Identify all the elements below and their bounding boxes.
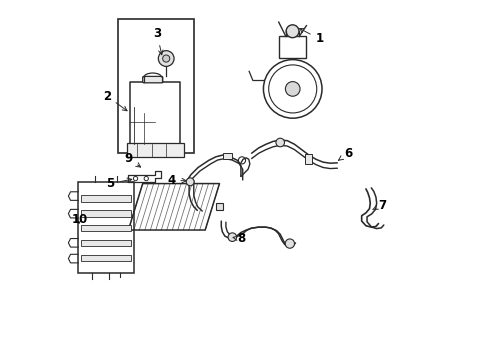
Bar: [118, 19, 194, 153]
Bar: [81, 225, 131, 231]
Text: 10: 10: [71, 213, 87, 226]
Circle shape: [158, 51, 174, 66]
Circle shape: [285, 82, 300, 96]
Bar: [279, 36, 305, 58]
Bar: [81, 255, 131, 261]
Bar: [305, 154, 311, 164]
Text: 6: 6: [338, 147, 351, 160]
Text: 3: 3: [153, 27, 163, 55]
Circle shape: [285, 25, 298, 38]
Bar: [216, 203, 223, 210]
Circle shape: [275, 138, 284, 147]
Circle shape: [133, 176, 138, 181]
Text: 2: 2: [102, 90, 127, 111]
Text: 5: 5: [106, 177, 131, 190]
Text: 1: 1: [299, 28, 323, 45]
Text: 9: 9: [124, 152, 141, 167]
Text: 4: 4: [167, 174, 186, 186]
Bar: [126, 143, 183, 157]
Circle shape: [227, 233, 236, 242]
Bar: [81, 210, 131, 216]
Circle shape: [163, 55, 169, 62]
Bar: [223, 153, 231, 158]
Text: 8: 8: [233, 233, 244, 246]
Circle shape: [186, 178, 194, 186]
FancyBboxPatch shape: [142, 76, 163, 83]
Bar: [78, 182, 134, 273]
Text: 7: 7: [372, 198, 386, 212]
Bar: [81, 195, 131, 202]
Bar: [81, 240, 131, 246]
Circle shape: [285, 239, 294, 248]
Circle shape: [144, 176, 148, 181]
